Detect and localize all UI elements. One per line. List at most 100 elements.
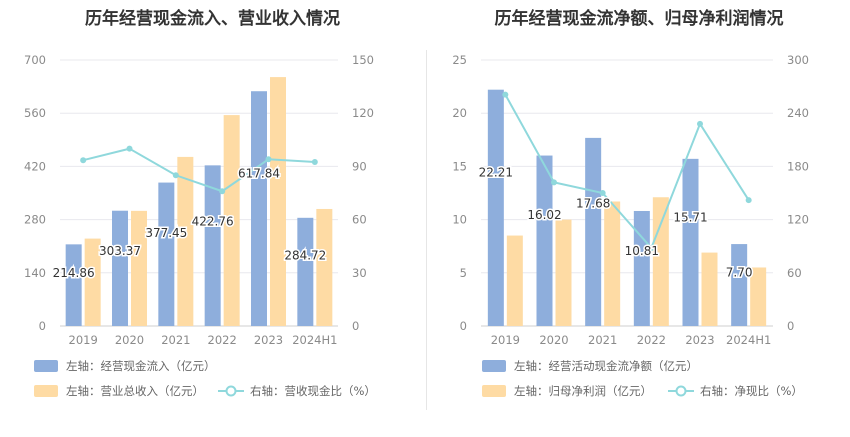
right-category-label: 2022	[637, 333, 666, 347]
left-bar-primary	[158, 182, 175, 326]
right-left-tick-label: 20	[452, 106, 467, 120]
left-bar-primary	[297, 217, 314, 326]
left-ratio-point	[311, 158, 318, 165]
left-bar-secondary	[84, 238, 101, 326]
left-category-label: 2021	[161, 333, 190, 347]
right-ratio-point	[745, 197, 752, 204]
right-bar-value-label: 7.70	[726, 266, 753, 280]
left-legend-label: 左轴：经营现金流入（亿元）	[66, 359, 216, 373]
right-right-tick-label: 120	[787, 213, 809, 227]
right-bar-primary	[682, 158, 699, 326]
right-bar-value-label: 10.81	[625, 244, 659, 258]
left-bar-secondary	[223, 115, 240, 326]
left-left-tick-label: 0	[39, 319, 46, 333]
right-bar-value-label: 22.21	[479, 165, 513, 179]
right-left-tick-label: 5	[460, 266, 467, 280]
right-bar-value-label: 15.71	[673, 210, 707, 224]
left-category-label: 2022	[208, 333, 237, 347]
right-legend-swatch	[482, 385, 506, 397]
left-bar-primary	[65, 244, 82, 326]
right-chart-svg: 0 0 5 60 10 120 15 180 20 240 25 300 2019 2020 2021 202…	[452, 53, 809, 398]
left-legend-swatch	[34, 360, 58, 372]
left-left-tick-label: 700	[24, 53, 46, 67]
right-right-tick-label: 60	[787, 266, 802, 280]
left-legend-label: 右轴：营收现金比（%）	[250, 384, 376, 398]
left-bar-value-label: 284.72	[284, 249, 326, 263]
right-bar-secondary	[555, 219, 572, 326]
right-category-label: 2023	[685, 333, 714, 347]
right-legend-swatch	[482, 360, 506, 372]
right-ratio-line	[504, 94, 750, 250]
right-bar-secondary	[604, 201, 621, 326]
right-legend-line-marker	[675, 385, 687, 397]
right-right-tick-label: 300	[787, 53, 809, 67]
right-bar-secondary	[506, 235, 523, 326]
right-left-tick-label: 25	[452, 53, 467, 67]
right-ratio-point	[551, 179, 557, 186]
right-ratio-point	[502, 91, 509, 98]
right-chart-title: 历年经营现金流净额、归母净利润情况	[494, 9, 784, 29]
left-category-label: 2024H1	[292, 333, 337, 347]
left-chart-title: 历年经营现金流入、营业收入情况	[85, 9, 340, 29]
right-bar-primary	[731, 244, 748, 326]
right-bar-primary	[536, 155, 553, 326]
right-category-label: 2024H1	[726, 333, 771, 347]
left-legend-line-marker	[225, 385, 237, 397]
right-category-label: 2019	[491, 333, 520, 347]
left-ratio-point	[172, 172, 179, 179]
left-left-tick-label: 280	[24, 213, 46, 227]
right-legend-label: 右轴：净现比（%）	[700, 384, 803, 398]
left-bar-secondary	[316, 208, 333, 326]
right-bar-primary	[585, 137, 602, 326]
left-bar-secondary	[270, 77, 286, 326]
right-category-label: 2020	[539, 333, 568, 347]
right-chart-panel: 历年经营现金流净额、归母净利润情况 0 0 5 60 10 120 15 180 20 240 25…	[428, 0, 850, 437]
left-ratio-point	[265, 156, 272, 163]
left-category-label: 2023	[254, 333, 283, 347]
left-right-tick-label: 0	[352, 319, 359, 333]
left-left-tick-label: 140	[24, 266, 46, 280]
left-left-tick-label: 420	[24, 159, 46, 173]
left-bar-secondary	[177, 156, 194, 326]
left-right-tick-label: 60	[352, 213, 367, 227]
left-category-label: 2019	[69, 333, 98, 347]
left-bar-primary	[112, 210, 128, 326]
right-ratio-point	[648, 244, 655, 251]
right-left-tick-label: 10	[452, 213, 467, 227]
right-ratio-point	[697, 120, 703, 127]
right-legend-label: 左轴：归母净利润（亿元）	[514, 384, 652, 398]
left-right-tick-label: 30	[352, 266, 367, 280]
right-bar-value-label: 17.68	[576, 197, 610, 211]
left-ratio-line	[82, 147, 315, 193]
right-bar-secondary	[652, 197, 669, 326]
right-bar-secondary	[701, 252, 718, 326]
left-ratio-point	[126, 145, 133, 152]
right-ratio-point	[599, 190, 606, 196]
left-right-tick-label: 90	[352, 159, 367, 173]
left-bar-value-label: 422.76	[192, 215, 234, 229]
right-category-label: 2021	[588, 333, 617, 347]
left-bar-value-label: 214.86	[53, 266, 95, 280]
left-legend-label: 左轴：营业总收入（亿元）	[66, 384, 204, 398]
left-right-tick-label: 150	[352, 53, 374, 67]
left-right-tick-label: 120	[352, 106, 374, 120]
left-left-tick-label: 560	[24, 106, 46, 120]
right-left-tick-label: 0	[460, 319, 467, 333]
left-chart-panel: 历年经营现金流入、营业收入情况 0 0 140 30 280 60 420 90 560 120 7…	[24, 9, 376, 398]
left-bar-value-label: 617.84	[238, 166, 280, 180]
left-category-label: 2020	[115, 333, 144, 347]
left-bar-primary	[204, 165, 221, 326]
right-left-tick-label: 15	[452, 159, 467, 173]
right-legend-label: 左轴：经营活动现金流净额（亿元）	[514, 359, 698, 373]
right-bar-primary	[633, 210, 650, 326]
left-bar-secondary	[131, 210, 147, 326]
left-chart-svg: 0 0 140 30 280 60 420 90 560 120 700 150 2019 2020 202…	[24, 53, 376, 398]
left-ratio-point	[219, 188, 226, 195]
right-right-tick-label: 240	[787, 106, 809, 120]
left-bar-primary	[251, 91, 267, 327]
left-ratio-point	[80, 157, 87, 164]
right-right-tick-label: 180	[787, 159, 809, 173]
left-bar-value-label: 303.37	[99, 244, 141, 258]
panel-divider	[426, 50, 427, 410]
right-right-tick-label: 0	[787, 319, 794, 333]
